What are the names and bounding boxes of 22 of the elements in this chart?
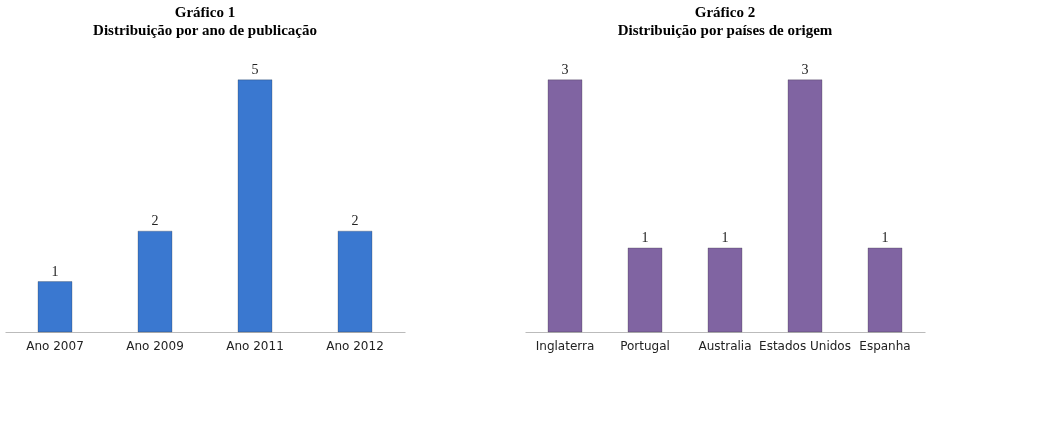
data-label: 5 — [251, 61, 259, 77]
x-tick-label: Australia — [698, 338, 752, 353]
chart-title: Gráfico 1 — [174, 4, 236, 20]
x-tick-label: Ano 2012 — [326, 338, 384, 353]
data-label: 1 — [881, 229, 889, 245]
chart-title: Gráfico 2 — [694, 4, 756, 20]
x-tick-label: Ano 2011 — [226, 338, 284, 353]
x-tick-label: Inglaterra — [535, 338, 595, 353]
data-label: 1 — [721, 229, 729, 245]
data-label: 2 — [151, 213, 159, 229]
data-label: 1 — [51, 263, 59, 279]
x-tick-label: Ano 2007 — [26, 338, 84, 353]
chart-subtitle: Distribuição por ano de publicação — [93, 22, 317, 38]
data-label: 3 — [561, 61, 569, 77]
chart-subtitle: Distribuição por países de origem — [617, 22, 833, 38]
x-tick-label: Estados Unidos — [759, 338, 851, 353]
x-tick-label: Ano 2009 — [126, 338, 184, 353]
x-tick-label: Portugal — [620, 338, 670, 353]
data-label: 3 — [801, 61, 809, 77]
x-tick-label: Espanha — [859, 338, 911, 353]
data-label: 1 — [641, 229, 649, 245]
data-label: 2 — [351, 213, 359, 229]
